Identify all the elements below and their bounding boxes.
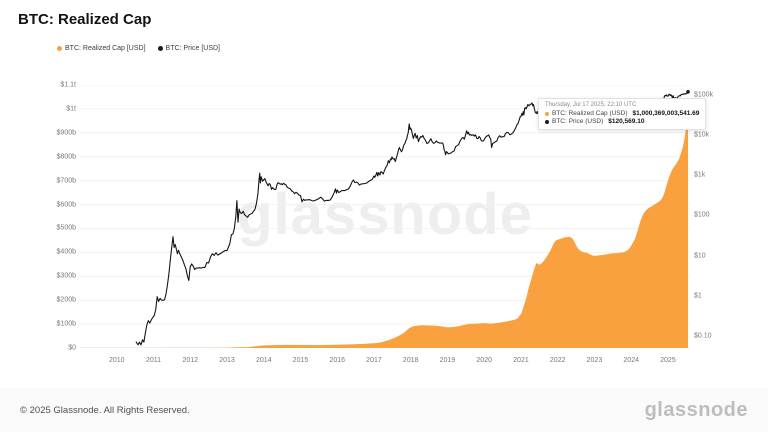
tooltip-price-label: BTC: Price (USD) <box>552 118 604 125</box>
page-title: BTC: Realized Cap <box>18 11 152 28</box>
x-axis-tick-label: 2025 <box>660 357 676 364</box>
tooltip-realized-cap-value: $1,000,369,003,541.69 <box>632 110 700 117</box>
glassnode-watermark: glassnode <box>237 181 533 247</box>
y-left-tick-label: $800b <box>56 153 76 161</box>
y-left-tick-label: $400b <box>56 248 76 256</box>
tooltip-realized-cap-dot-icon <box>545 111 549 116</box>
y-right-tick-label: $1 <box>694 292 702 300</box>
y-right-tick-label: $0.10 <box>694 332 712 340</box>
x-axis-tick-label: 2014 <box>255 357 272 364</box>
tooltip-realized-cap-label: BTC: Realized Cap (USD) <box>552 110 628 117</box>
realized-cap-dot-icon <box>57 46 62 51</box>
y-left-tick-label: $100b <box>56 320 76 328</box>
y-right-tick-label: $100k <box>694 91 714 99</box>
x-axis-tick-label: 2024 <box>623 357 639 364</box>
x-axis-tick-label: 2015 <box>292 357 309 364</box>
x-axis-tick-label: 2021 <box>513 357 529 364</box>
chart-plot[interactable] <box>80 85 690 348</box>
x-axis-tick-label: 2022 <box>549 357 566 364</box>
x-axis-tick-label: 2016 <box>329 357 346 364</box>
y-left-tick-label: $600b <box>56 201 76 209</box>
x-axis-tick-label: 2017 <box>366 357 382 364</box>
realized-cap-area <box>136 108 688 348</box>
tooltip-row-price: BTC: Price (USD) $120,569.10 <box>545 118 699 125</box>
x-axis-tick-label: 2012 <box>182 357 199 364</box>
y-left-tick-label: $1.1t <box>60 81 76 89</box>
y-right-tick-label: $10 <box>694 252 706 260</box>
copyright-text: © 2025 Glassnode. All Rights Reserved. <box>20 404 190 416</box>
chart-legend: BTC: Realized Cap [USD] BTC: Price [USD] <box>57 45 220 52</box>
chart-area[interactable]: glassnode <box>80 85 690 348</box>
x-axis-tick-label: 2020 <box>476 357 492 364</box>
tooltip-timestamp: Thursday, Jul 17 2025, 22:10 UTC <box>545 102 637 108</box>
y-left-tick-label: $500b <box>56 224 76 232</box>
legend-item-realized-cap[interactable]: BTC: Realized Cap [USD] <box>57 45 146 52</box>
y-left-tick-label: $900b <box>56 129 76 137</box>
tooltip-price-value: $120,569.10 <box>608 118 645 125</box>
legend-label-price: BTC: Price [USD] <box>165 45 220 52</box>
legend-item-price[interactable]: BTC: Price [USD] <box>157 45 220 52</box>
y-left-tick-label: $300b <box>56 272 76 280</box>
y-left-tick-label: $700b <box>56 177 76 185</box>
x-axis-tick-label: 2019 <box>439 357 456 364</box>
y-right-tick-label: $100 <box>694 211 710 219</box>
price-last-point-marker <box>686 90 690 94</box>
price-dot-icon <box>157 46 163 51</box>
x-axis-tick-label: 2023 <box>586 357 603 364</box>
page-footer: © 2025 Glassnode. All Rights Reserved. g… <box>0 388 768 432</box>
y-right-tick-label: $1k <box>694 171 706 179</box>
x-axis-tick-label: 2013 <box>219 357 235 364</box>
legend-label-realized-cap: BTC: Realized Cap [USD] <box>65 45 146 52</box>
y-left-tick-label: $0 <box>68 344 76 352</box>
y-right-tick-label: $10k <box>694 131 710 139</box>
tooltip-price-dot-icon <box>545 119 549 124</box>
x-axis-tick-label: 2011 <box>145 357 162 364</box>
x-axis-tick-label: 2018 <box>402 357 419 364</box>
tooltip-row-realized-cap: BTC: Realized Cap (USD) $1,000,369,003,5… <box>545 110 699 117</box>
y-left-tick-label: $1t <box>66 105 76 113</box>
glassnode-logo: glassnode <box>644 398 748 421</box>
y-left-tick-label: $200b <box>56 296 76 304</box>
chart-tooltip: Thursday, Jul 17 2025, 22:10 UTC BTC: Re… <box>538 98 707 130</box>
x-axis-tick-label: 2010 <box>108 357 125 364</box>
